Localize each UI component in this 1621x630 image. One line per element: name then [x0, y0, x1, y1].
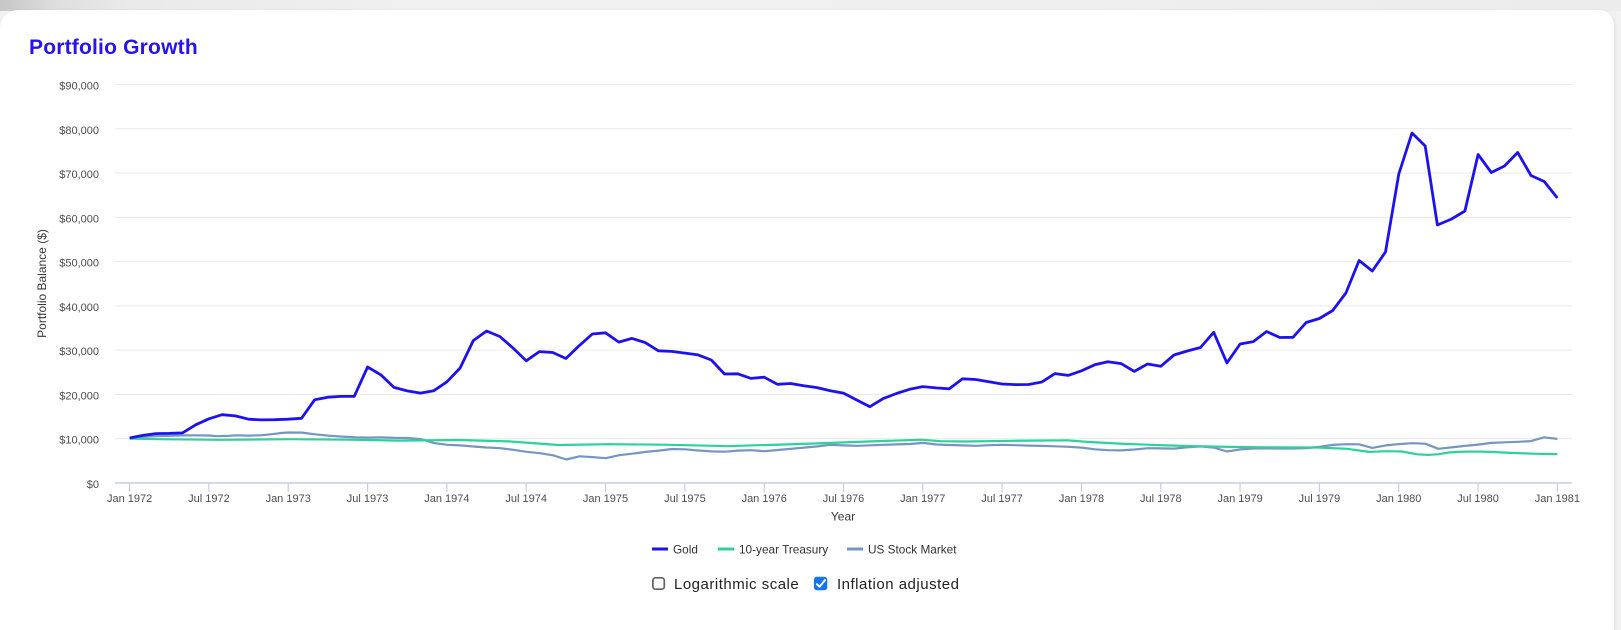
svg-text:$30,000: $30,000: [59, 346, 99, 358]
svg-text:Jul 1974: Jul 1974: [505, 493, 547, 505]
svg-text:Inflation adjusted: Inflation adjusted: [837, 576, 959, 593]
svg-text:Year: Year: [831, 510, 855, 524]
svg-text:$40,000: $40,000: [59, 302, 99, 314]
svg-text:Jan 1977: Jan 1977: [900, 493, 945, 505]
svg-text:Jul 1975: Jul 1975: [664, 493, 706, 505]
svg-text:$90,000: $90,000: [59, 81, 99, 93]
svg-text:Jan 1978: Jan 1978: [1059, 493, 1104, 505]
svg-text:US Stock Market: US Stock Market: [868, 543, 957, 557]
svg-text:Jan 1974: Jan 1974: [424, 493, 469, 505]
svg-text:$20,000: $20,000: [59, 390, 99, 402]
svg-text:$80,000: $80,000: [59, 125, 99, 137]
svg-text:$0: $0: [87, 479, 99, 491]
svg-text:Jan 1979: Jan 1979: [1217, 493, 1262, 505]
svg-text:Jul 1972: Jul 1972: [188, 493, 230, 505]
svg-text:Jan 1981: Jan 1981: [1535, 493, 1580, 505]
svg-text:Portfolio Balance ($): Portfolio Balance ($): [35, 229, 49, 338]
svg-text:Jan 1976: Jan 1976: [742, 493, 787, 505]
svg-text:Jul 1976: Jul 1976: [823, 493, 865, 505]
svg-text:Jan 1975: Jan 1975: [583, 493, 628, 505]
svg-text:$70,000: $70,000: [59, 169, 99, 181]
svg-text:Logarithmic scale: Logarithmic scale: [674, 576, 799, 593]
svg-text:$10,000: $10,000: [59, 435, 99, 447]
svg-text:$50,000: $50,000: [59, 258, 99, 270]
svg-text:Gold: Gold: [673, 543, 698, 557]
svg-text:Jul 1979: Jul 1979: [1299, 493, 1341, 505]
svg-text:Jan 1972: Jan 1972: [107, 493, 152, 505]
svg-text:Jul 1980: Jul 1980: [1457, 493, 1499, 505]
svg-text:10-year Treasury: 10-year Treasury: [739, 543, 828, 557]
svg-text:Jan 1980: Jan 1980: [1376, 493, 1421, 505]
svg-text:Jul 1973: Jul 1973: [347, 493, 389, 505]
svg-text:$60,000: $60,000: [59, 213, 99, 225]
svg-text:Jul 1977: Jul 1977: [981, 493, 1023, 505]
svg-text:Jul 1978: Jul 1978: [1140, 493, 1182, 505]
svg-text:Jan 1973: Jan 1973: [266, 493, 311, 505]
